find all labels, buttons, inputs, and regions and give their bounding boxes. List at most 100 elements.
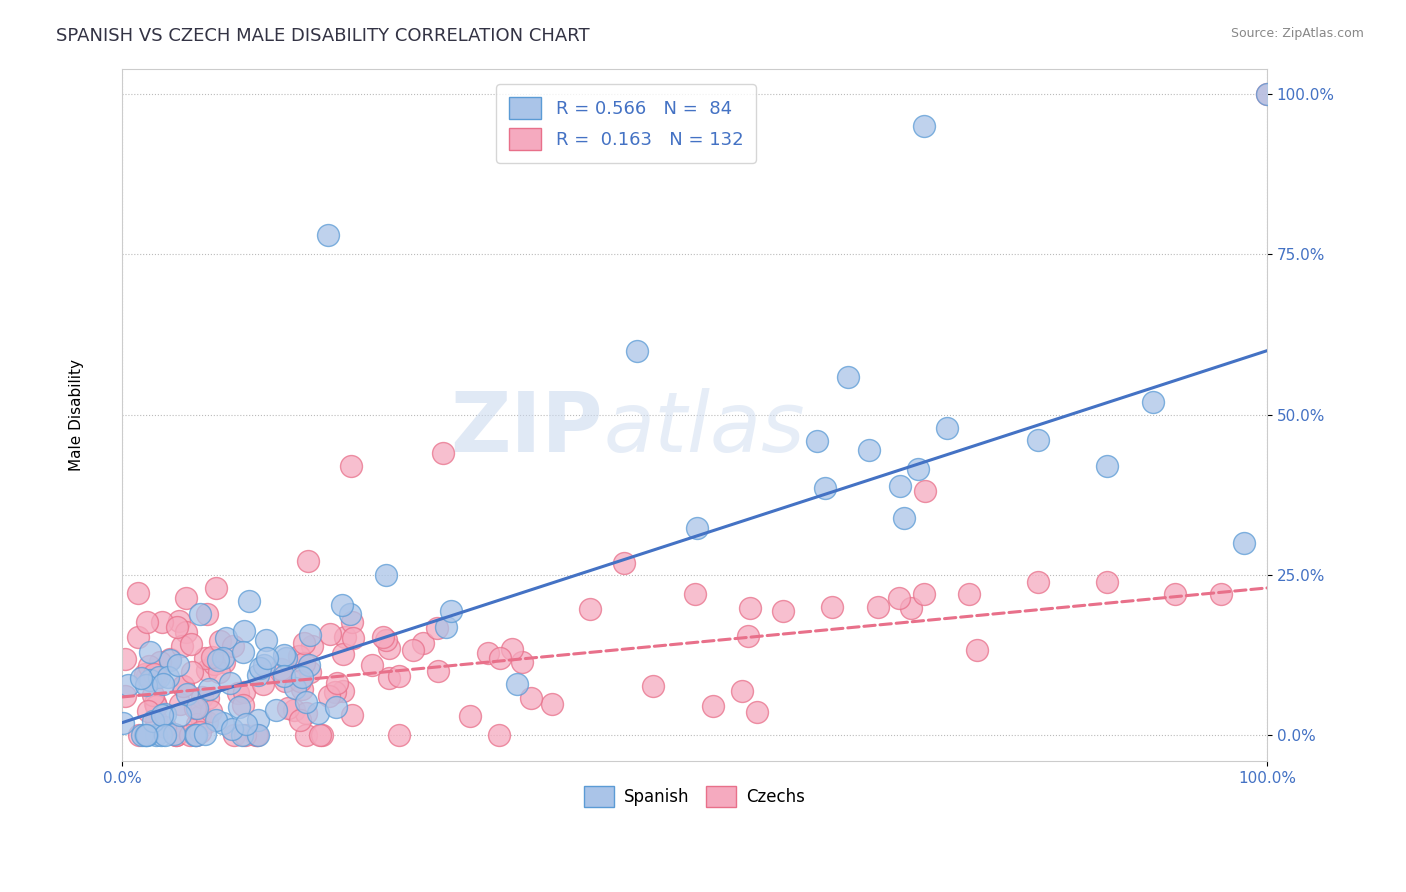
Point [194, 726, 217, 740]
Point [212, 655, 235, 669]
Point [412, 635, 434, 649]
Point [111, 715, 134, 730]
Point [1142, 395, 1164, 409]
Point [307, 706, 329, 721]
Point [858, 442, 880, 457]
Point [1095, 574, 1118, 589]
Point [184, 701, 207, 715]
Text: SPANISH VS CZECH MALE DISABILITY CORRELATION CHART: SPANISH VS CZECH MALE DISABILITY CORRELA… [56, 27, 591, 45]
Point [208, 633, 231, 648]
Point [342, 631, 364, 645]
Point [745, 705, 768, 719]
Point [153, 720, 176, 734]
Point [252, 677, 274, 691]
Point [222, 639, 245, 653]
Point [377, 671, 399, 685]
Point [510, 655, 533, 669]
Point [641, 680, 664, 694]
Point [176, 624, 198, 639]
Point [167, 614, 190, 628]
Point [332, 684, 354, 698]
Point [432, 446, 454, 460]
Point [541, 697, 564, 711]
Point [290, 713, 312, 727]
Point [264, 703, 287, 717]
Point [238, 594, 260, 608]
Point [128, 728, 150, 742]
Point [914, 484, 936, 499]
Point [114, 689, 136, 703]
Point [330, 598, 353, 612]
Point [195, 663, 218, 677]
Point [301, 639, 323, 653]
Point [114, 652, 136, 666]
Point [155, 706, 177, 721]
Point [138, 658, 160, 673]
Point [145, 670, 167, 684]
Point [159, 653, 181, 667]
Point [821, 600, 844, 615]
Text: ZIP: ZIP [450, 388, 603, 469]
Point [373, 630, 395, 644]
Point [139, 673, 162, 688]
Point [1026, 434, 1049, 448]
Point [613, 556, 636, 570]
Point [152, 677, 174, 691]
Point [195, 715, 218, 730]
Point [912, 120, 935, 134]
Point [477, 646, 499, 660]
Point [232, 698, 254, 712]
Point [277, 700, 299, 714]
Point [167, 657, 190, 672]
Point [169, 697, 191, 711]
Point [166, 620, 188, 634]
Point [273, 669, 295, 683]
Point [292, 656, 315, 670]
Point [148, 670, 170, 684]
Point [159, 652, 181, 666]
Point [233, 728, 256, 742]
Point [188, 607, 211, 622]
Point [378, 640, 401, 655]
Point [142, 714, 165, 728]
Point [208, 665, 231, 680]
Point [145, 697, 167, 711]
Point [309, 728, 332, 742]
Legend: Spanish, Czechs: Spanish, Czechs [576, 778, 814, 815]
Point [148, 655, 170, 669]
Point [294, 728, 316, 742]
Point [232, 624, 254, 638]
Point [889, 479, 911, 493]
Point [197, 691, 219, 706]
Point [200, 704, 222, 718]
Point [191, 690, 214, 704]
Point [188, 708, 211, 723]
Point [311, 728, 333, 742]
Point [139, 645, 162, 659]
Point [814, 481, 837, 495]
Point [740, 601, 762, 615]
Point [205, 581, 228, 595]
Point [520, 691, 543, 706]
Text: atlas: atlas [603, 388, 804, 469]
Point [136, 668, 159, 682]
Point [187, 706, 209, 721]
Point [174, 591, 197, 606]
Point [333, 630, 356, 644]
Point [194, 650, 217, 665]
Point [276, 651, 298, 665]
Point [299, 628, 322, 642]
Point [169, 707, 191, 722]
Text: Source: ZipAtlas.com: Source: ZipAtlas.com [1230, 27, 1364, 40]
Point [388, 728, 411, 742]
Point [150, 708, 173, 723]
Point [426, 621, 449, 635]
Point [135, 615, 157, 630]
Point [136, 705, 159, 719]
Point [129, 671, 152, 685]
Point [228, 700, 250, 714]
Point [228, 686, 250, 700]
Point [142, 688, 165, 702]
Point [246, 713, 269, 727]
Point [1211, 587, 1233, 601]
